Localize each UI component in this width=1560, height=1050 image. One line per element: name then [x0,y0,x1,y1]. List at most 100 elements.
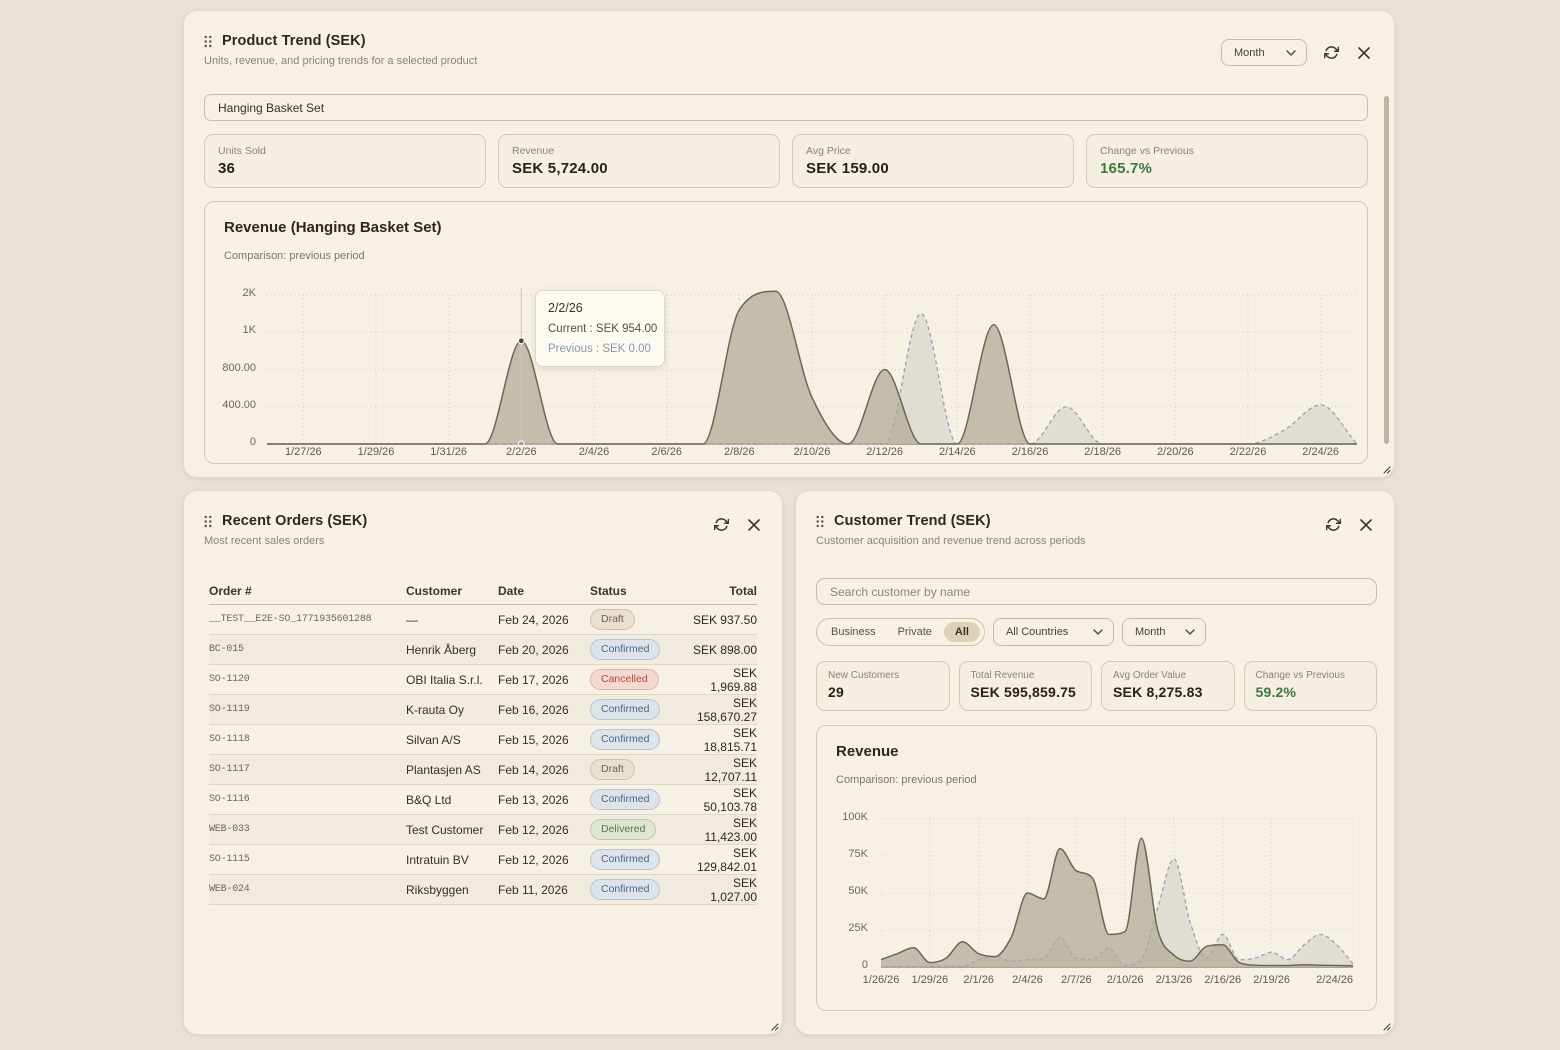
stat-label: Total Revenue [970,670,1035,681]
close-icon [1360,518,1372,531]
order-number: WEB-024 [209,884,250,895]
order-date: Feb 16, 2026 [498,702,569,717]
y-tick-label: 800.00 [222,361,256,374]
table-row[interactable]: SO-1118 Silvan A/S Feb 15, 2026 Confirme… [209,725,757,755]
order-number: SO-1115 [209,854,250,865]
table-row[interactable]: SO-1119 K-rauta Oy Feb 16, 2026 Confirme… [209,695,757,725]
x-tick-label: 1/29/26 [357,446,395,458]
customer-search-input[interactable] [816,578,1377,605]
resize-handle-icon[interactable] [770,1022,779,1031]
country-select[interactable]: All Countries [992,618,1114,646]
order-total: SEK 1,027.00 [710,875,757,904]
order-number: SO-1117 [209,764,250,775]
resize-handle-icon[interactable] [1382,465,1391,474]
status-badge: Confirmed [590,729,661,750]
column-header-status: Status [590,583,627,598]
order-number: BC-015 [209,644,244,655]
chart-title: Revenue [836,743,899,760]
chart-subtitle: Comparison: previous period [224,250,365,262]
stat-card-units-sold: Units Sold 36 [204,134,486,188]
order-total: SEK 898.00 [692,642,757,657]
y-tick-label: 50K [848,885,868,897]
orders-table-header: Order # Customer Date Status Total [209,579,757,605]
y-axis-labels: 0 400.00 800.00 1K 2K [205,202,262,463]
refresh-button[interactable] [1324,515,1343,534]
table-row[interactable]: SO-1115 Intratuin BV Feb 12, 2026 Confir… [209,845,757,875]
segment-all[interactable]: All [943,622,980,642]
refresh-button[interactable] [712,515,731,534]
x-tick-label: 2/13/26 [1155,974,1193,986]
stat-value: SEK 595,859.75 [970,684,1077,700]
drag-handle-icon[interactable] [816,515,824,528]
stat-label: Units Sold [218,145,266,157]
x-tick-label: 1/27/26 [284,446,322,458]
x-tick-label: 2/7/26 [1061,974,1092,986]
chart-title: Revenue (Hanging Basket Set) [224,219,442,236]
order-total: SEK 11,423.00 [704,815,758,844]
order-customer: B&Q Ltd [406,792,452,807]
y-tick-label: 1K [242,324,256,337]
order-total: SEK 50,103.78 [703,785,757,814]
chart-plot[interactable] [267,282,1358,448]
order-number: __TEST__E2E-SO_1771935601288 [209,614,372,625]
table-row[interactable]: SO-1120 OBI Italia S.r.l. Feb 17, 2026 C… [209,665,757,695]
period-select[interactable]: Month [1121,618,1206,646]
table-row[interactable]: SO-1117 Plantasjen AS Feb 14, 2026 Draft… [209,755,757,785]
refresh-icon [1326,518,1341,531]
drag-handle-icon[interactable] [204,35,212,48]
table-row[interactable]: __TEST__E2E-SO_1771935601288 — Feb 24, 2… [209,605,757,635]
table-row[interactable]: BC-015 Henrik Åberg Feb 20, 2026 Confirm… [209,635,757,665]
product-revenue-chart-card: Revenue (Hanging Basket Set) Comparison:… [204,201,1368,464]
chart-plot[interactable] [880,811,1354,971]
status-badge: Confirmed [590,849,661,870]
table-row[interactable]: WEB-024 Riksbyggen Feb 11, 2026 Confirme… [209,875,757,905]
customer-trend-panel: Customer Trend (SEK) Customer acquisitio… [795,490,1395,1035]
order-customer: — [406,612,418,627]
x-tick-label: 2/22/26 [1229,446,1267,458]
stat-label: New Customers [828,670,900,681]
order-customer: Intratuin BV [406,852,469,867]
period-select[interactable]: Month [1221,39,1307,66]
x-tick-label: 2/10/26 [1106,974,1144,986]
order-customer: OBI Italia S.r.l. [406,672,483,687]
stat-card-change-vs-previous: Change vs Previous 59.2% [1243,661,1377,711]
x-tick-label: 2/1/26 [963,974,994,986]
product-input[interactable] [204,94,1368,121]
x-tick-label: 2/2/26 [506,446,537,458]
segment-private[interactable]: Private [888,622,942,642]
panel-subtitle: Customer acquisition and revenue trend a… [816,535,1086,547]
y-tick-label: 2K [242,287,256,299]
y-tick-label: 0 [861,959,868,971]
panel-title: Recent Orders (SEK) [222,513,368,529]
segment-business[interactable]: Business [821,622,886,642]
refresh-icon [714,518,729,531]
order-number: SO-1116 [209,794,250,805]
close-icon [1358,46,1370,59]
table-row[interactable]: SO-1116 B&Q Ltd Feb 13, 2026 Confirmed S… [209,785,757,815]
close-button[interactable] [1358,517,1374,533]
refresh-button[interactable] [1322,43,1341,62]
chart-subtitle: Comparison: previous period [836,774,977,786]
country-select-value: All Countries [1005,626,1069,638]
y-axis-labels: 0 25K 50K 75K 100K [817,726,874,1010]
close-button[interactable] [746,517,762,533]
status-badge: Cancelled [590,669,659,690]
order-customer: Riksbyggen [406,882,469,897]
x-tick-label: 1/29/26 [911,974,949,986]
drag-handle-icon[interactable] [204,515,212,528]
x-tick-label: 2/16/26 [1204,974,1242,986]
resize-handle-icon[interactable] [1382,1022,1391,1031]
close-button[interactable] [1356,45,1372,61]
order-total: SEK 129,842.01 [696,845,757,874]
order-date: Feb 17, 2026 [498,672,569,687]
stat-value: SEK 5,724.00 [512,160,608,177]
status-badge: Draft [590,759,635,780]
status-badge: Confirmed [590,639,661,660]
x-tick-label: 2/24/26 [1302,446,1340,458]
stat-label: Avg Price [806,145,851,157]
x-tick-label: 2/16/26 [1011,446,1049,458]
table-row[interactable]: WEB-033 Test Customer Feb 12, 2026 Deliv… [209,815,757,845]
scrollbar[interactable] [1384,96,1389,444]
order-customer: Test Customer [406,822,484,837]
x-tick-label: 2/10/26 [793,446,831,458]
